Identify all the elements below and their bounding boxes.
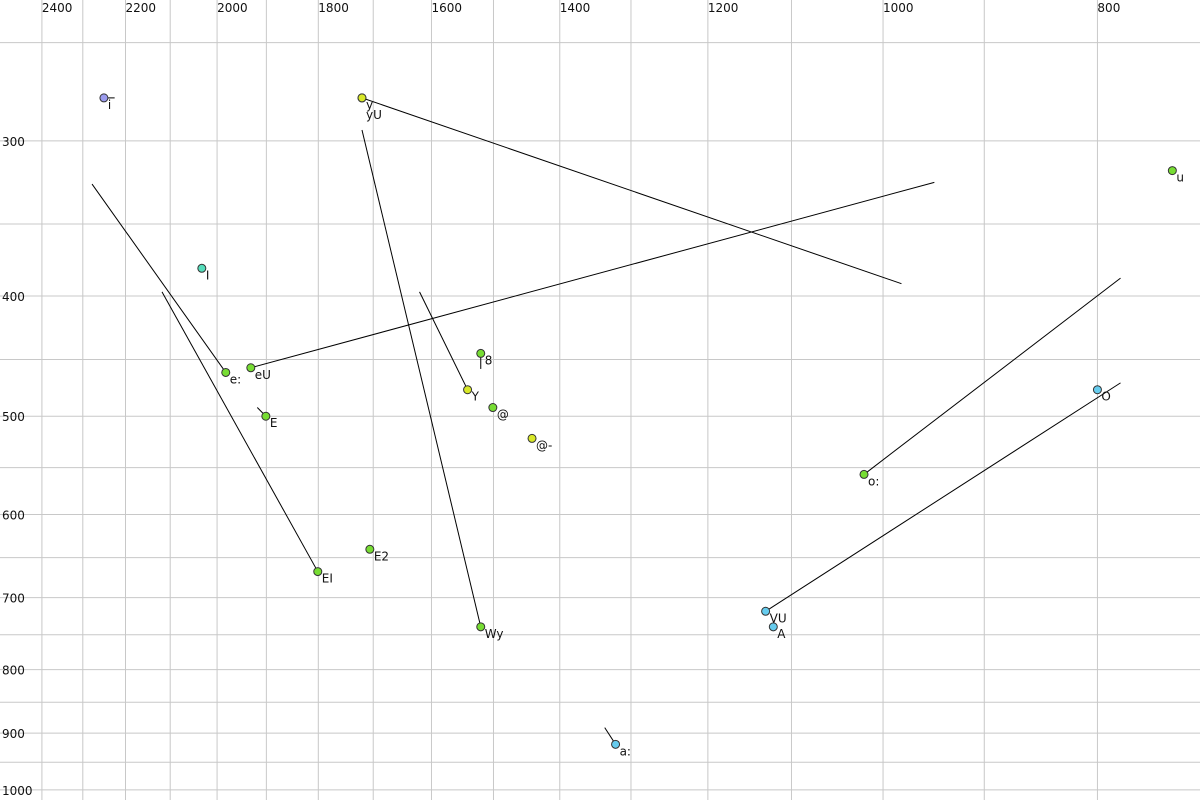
vowel-label: I [206,268,210,282]
trajectory [161,291,319,572]
x-tick-label: 1600 [431,1,462,15]
vowel-point [1167,166,1177,176]
vowel-label: u [1176,171,1184,185]
trajectory [91,183,227,373]
x-tick-label: 2000 [217,1,248,15]
vowel-label: @ [497,408,509,422]
x-tick-label: 1800 [318,1,349,15]
vowel-label: 8 [485,353,493,367]
vowel-point [611,739,621,749]
vowel-point [463,385,473,395]
vowel-point [476,348,486,358]
vowel-point [1092,385,1102,395]
x-tick-label: 2200 [126,1,157,15]
x-tick-label: 1400 [560,1,591,15]
x-tick-label: 1200 [708,1,739,15]
vowel-point [488,403,498,413]
y-tick-label: 600 [2,509,25,523]
trajectory [361,129,482,627]
vowel-point [313,567,323,577]
x-tick-label: 800 [1097,1,1120,15]
y-tick-label: 800 [2,664,25,678]
vowel-label: eU [255,368,271,382]
vowel-label: O [1101,390,1110,404]
vowel-point [476,622,486,632]
vowel-label: y [366,98,373,112]
vowel-point [527,433,537,443]
vowel-label: Wy [485,627,504,641]
vowel-label: Y [471,390,480,404]
x-tick-label: 2400 [42,1,73,15]
vowel-label: o: [868,474,879,488]
vowel-label: a: [620,744,631,758]
vowel-point [221,367,231,377]
vowel-label: e: [230,372,241,386]
vowel-point [99,93,109,103]
vowel-label: E2 [374,549,389,563]
trajectory [863,277,1121,475]
y-tick-label: 700 [2,592,25,606]
trajectory [419,291,469,390]
vowel-point [859,469,869,479]
vowel-point [768,622,778,632]
vowel-point [197,263,207,273]
y-tick-label: 400 [2,290,25,304]
vowel-point [365,544,375,554]
vowel-label: EI [322,572,333,586]
trajectory [250,181,935,369]
y-tick-label: 1000 [2,784,33,798]
y-tick-label: 300 [2,135,25,149]
vowel-label: @- [536,438,552,452]
vowel-label: E [270,416,278,430]
x-tick-label: 1000 [883,1,914,15]
vowel-point [246,363,256,373]
y-tick-label: 900 [2,727,25,741]
trajectory [361,97,902,285]
trajectory [765,382,1121,612]
y-tick-label: 500 [2,410,25,424]
vowel-point [761,606,771,616]
vowel-label: i [108,98,111,112]
vowel-point [357,93,367,103]
vowel-label: A [777,627,786,641]
vowel-point [261,411,271,421]
vowel-label: VU [770,611,787,625]
vowel-label: yU [366,108,382,122]
